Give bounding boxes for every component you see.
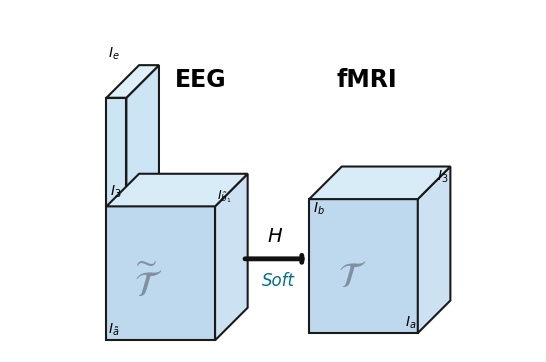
Text: $\widetilde{\mathcal{T}}$: $\widetilde{\mathcal{T}}$ — [134, 264, 162, 304]
Text: $I_{\tilde{b}_1}$: $I_{\tilde{b}_1}$ — [217, 188, 232, 205]
Text: $\mathcal{T}$: $\mathcal{T}$ — [339, 260, 367, 294]
Text: $H$: $H$ — [267, 227, 283, 246]
Polygon shape — [106, 65, 159, 98]
Text: $I_e$: $I_e$ — [108, 45, 120, 62]
Polygon shape — [106, 174, 248, 206]
Text: $I_3$: $I_3$ — [110, 184, 122, 200]
Text: $I_{\tilde{a}}$: $I_{\tilde{a}}$ — [108, 322, 120, 338]
Polygon shape — [418, 167, 450, 333]
Polygon shape — [215, 174, 248, 340]
Polygon shape — [106, 206, 215, 340]
Polygon shape — [309, 199, 418, 333]
Polygon shape — [309, 167, 450, 199]
Text: $I_b$: $I_b$ — [313, 201, 325, 217]
Polygon shape — [106, 98, 126, 206]
Text: $I_a$: $I_a$ — [405, 315, 416, 331]
Text: Soft: Soft — [262, 272, 295, 290]
Text: fMRI: fMRI — [337, 68, 397, 92]
Text: EEG: EEG — [175, 68, 227, 92]
Text: $I_3$: $I_3$ — [437, 168, 449, 185]
Polygon shape — [126, 65, 159, 206]
